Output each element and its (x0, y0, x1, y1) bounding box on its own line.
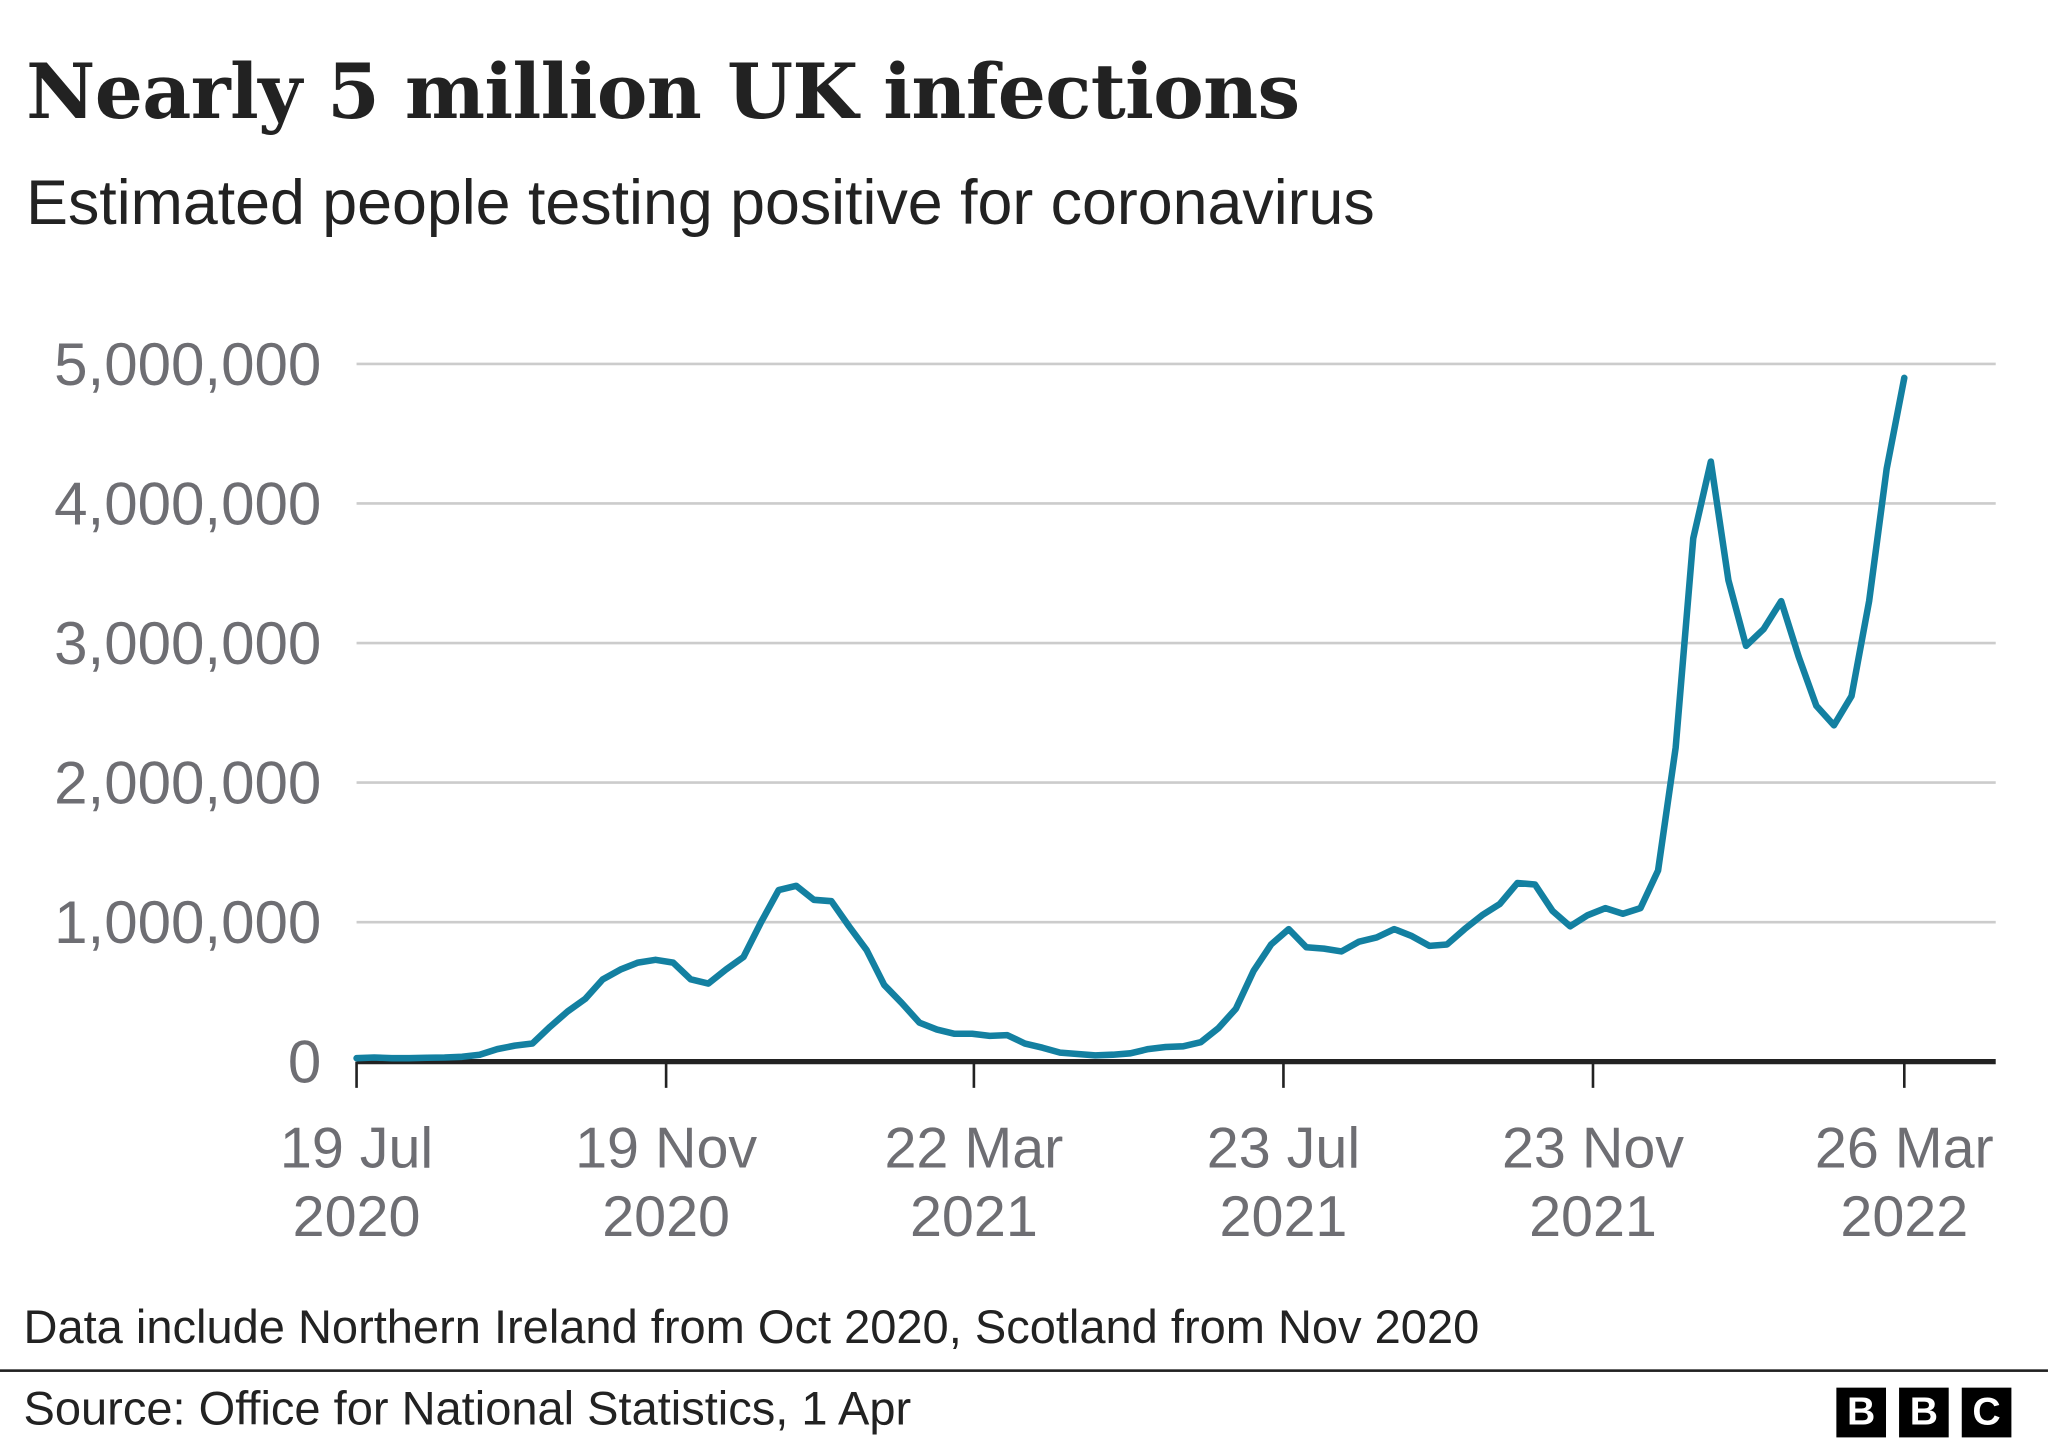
y-tick-label: 5,000,000 (54, 331, 321, 398)
chart-title: Nearly 5 million UK infections (26, 47, 1300, 137)
x-tick-label-year: 2020 (293, 1185, 421, 1249)
y-tick-label: 4,000,000 (54, 470, 321, 537)
x-tick-label-year: 2022 (1840, 1185, 1968, 1249)
bbc-logo-letter: B (1899, 1387, 1949, 1438)
y-tick-label: 1,000,000 (54, 889, 321, 956)
y-tick-label: 2,000,000 (54, 749, 321, 816)
y-tick-label: 0 (288, 1029, 321, 1096)
x-tick-label-year: 2020 (602, 1185, 730, 1249)
x-tick-label: 23 Nov (1502, 1117, 1684, 1181)
footer-divider (0, 1369, 2048, 1372)
x-tick-label-year: 2021 (1529, 1185, 1657, 1249)
bbc-logo-letter: C (1961, 1387, 2012, 1438)
y-tick-label: 3,000,000 (54, 610, 321, 677)
bbc-logo-letter: B (1836, 1387, 1887, 1438)
chart-subtitle: Estimated people testing positive for co… (26, 168, 1375, 239)
footnote: Data include Northern Ireland from Oct 2… (23, 1299, 1480, 1354)
x-tick-label: 19 Jul (280, 1117, 433, 1181)
line-chart: 0 1,000,000 2,000,000 3,000,000 4,000,000 5,0… (54, 331, 1996, 1249)
x-tick-label: 19 Nov (575, 1117, 757, 1181)
x-tick-label: 22 Mar (884, 1117, 1063, 1181)
series-line (353, 374, 1908, 1062)
source-text: Source: Office for National Statistics, … (23, 1381, 912, 1435)
x-tick-label-year: 2021 (910, 1185, 1038, 1249)
x-tick-label-year: 2021 (1220, 1185, 1348, 1249)
x-tick-label: 23 Jul (1207, 1117, 1360, 1181)
bbc-logo: B B C (1836, 1387, 2012, 1438)
x-tick-label: 26 Mar (1815, 1117, 1994, 1181)
